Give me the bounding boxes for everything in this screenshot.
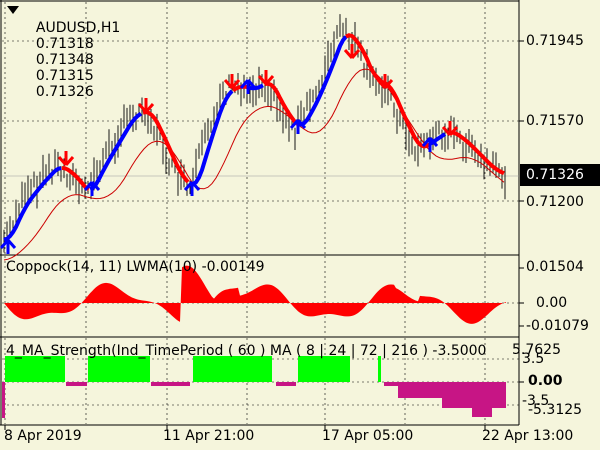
- buy-arrow: [83, 181, 101, 196]
- strength-histogram: [2, 356, 506, 418]
- signal-arrows: [0, 44, 459, 254]
- fast-ma-segment: [61, 166, 90, 191]
- ma-strength-value: -3.5000: [432, 343, 487, 359]
- fast-ma-segment: [142, 110, 190, 184]
- current-price-label: 0.71326: [520, 164, 600, 186]
- fast-ma-segment: [264, 81, 300, 126]
- fast-ma-segment: [247, 83, 264, 91]
- sell-arrow: [223, 74, 241, 89]
- coppock-axis-label: 0.01504: [526, 259, 584, 275]
- time-axis-ticks: [4, 425, 486, 430]
- strength-bar-negative: [384, 382, 398, 386]
- strength-bar-negative: [442, 382, 506, 408]
- strength-bar-neutral: [66, 382, 87, 386]
- time-axis-label: 22 Apr 13:00: [482, 428, 574, 444]
- price-axis-ticks: [519, 40, 524, 383]
- strength-bar-positive: [88, 356, 150, 382]
- sell-arrow: [343, 44, 361, 59]
- coppock-axis-label: -0.01079: [526, 318, 589, 334]
- buy-arrow: [289, 119, 307, 134]
- strength-bar-negative: [472, 405, 492, 417]
- close-value: 0.71326: [35, 84, 94, 100]
- time-axis-label: 11 Apr 21:00: [163, 428, 255, 444]
- coppock-title: Coppock(14, 11) LWMA(10) -0.00149: [6, 259, 265, 275]
- time-axis-label: 17 Apr 05:00: [322, 428, 414, 444]
- strength-axis-label: 0.00: [528, 373, 563, 389]
- low-value: 0.71315: [35, 68, 94, 84]
- sell-arrow: [441, 121, 459, 136]
- price-axis-label: 0.71945: [526, 33, 584, 49]
- main-grid: [2, 2, 519, 254]
- strength-bar-positive: [298, 356, 350, 382]
- strength-axis-label: -5.3125: [528, 402, 583, 418]
- chart-title: AUDUSD,H1 0.71318 0.71348 0.71315 0.7132…: [27, 4, 120, 100]
- chart-menu-icon[interactable]: [7, 6, 19, 14]
- ma-strength-title: 4_MA_Strength(Ind_TimePeriod ( 60 ) MA (…: [6, 343, 486, 359]
- open-value: 0.71318: [35, 36, 94, 52]
- buy-arrow: [239, 79, 257, 94]
- strength-bar-positive: [5, 356, 65, 382]
- fast-moving-average: [3, 33, 505, 242]
- sell-arrow: [257, 70, 275, 85]
- slow-moving-average: [3, 68, 505, 261]
- sell-arrow: [137, 98, 155, 113]
- fast-ma-segment: [89, 111, 143, 191]
- strength-bar-positive: [378, 356, 381, 382]
- fast-ma-segment: [189, 89, 234, 187]
- high-value: 0.71348: [35, 52, 94, 68]
- coppock-histogram: [4, 265, 506, 324]
- price-axis-label: 0.71200: [526, 194, 584, 210]
- sell-arrow: [57, 151, 75, 166]
- strength-bar-neutral: [276, 382, 296, 386]
- fast-ma-segment: [297, 35, 348, 127]
- sell-arrow: [376, 74, 394, 89]
- buy-arrow: [421, 137, 439, 152]
- time-axis-label: 8 Apr 2019: [4, 428, 82, 444]
- strength-axis-label: 3.5: [522, 351, 545, 367]
- strength-bar-negative: [2, 382, 5, 418]
- price-axis-label: 0.71570: [526, 113, 584, 129]
- strength-bar-positive: [193, 356, 272, 382]
- buy-arrow: [183, 181, 201, 196]
- fast-ma-segment: [446, 130, 505, 176]
- ma-strength-title-text: 4_MA_Strength(Ind_TimePeriod ( 60 ) MA (…: [6, 343, 428, 359]
- strength-axis-label: 5.7625: [512, 342, 561, 358]
- symbol-label: AUDUSD,H1: [35, 20, 121, 36]
- strength-bar-negative: [398, 382, 442, 398]
- strength-axis-label: -3.5: [522, 393, 550, 409]
- fast-ma-segment: [3, 166, 62, 242]
- buy-arrow: [0, 239, 17, 254]
- coppock-axis-label: 0.00: [536, 295, 568, 311]
- strength-bar-neutral: [151, 382, 190, 386]
